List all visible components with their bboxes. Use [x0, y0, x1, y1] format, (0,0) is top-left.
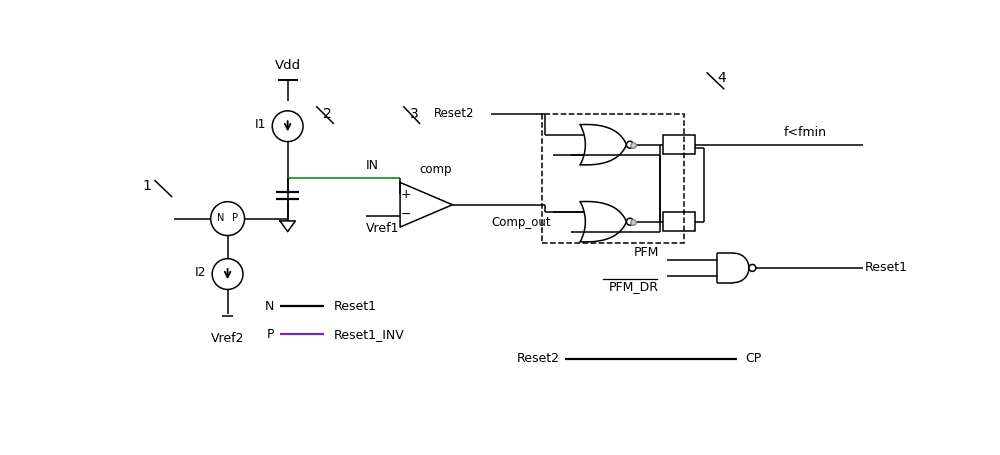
Text: I1: I1	[255, 118, 266, 131]
Text: N: N	[264, 300, 274, 313]
Text: comp: comp	[419, 163, 452, 176]
Text: Reset1: Reset1	[334, 300, 377, 313]
Text: Vref2: Vref2	[211, 332, 244, 345]
Circle shape	[626, 141, 633, 148]
Text: 4: 4	[718, 71, 726, 85]
Text: Vref1: Vref1	[366, 222, 400, 235]
Circle shape	[749, 264, 756, 271]
Bar	[663, 136, 695, 154]
Text: 2: 2	[323, 107, 332, 121]
Text: 3: 3	[410, 107, 418, 121]
Text: Reset2: Reset2	[434, 107, 474, 121]
Text: P: P	[266, 328, 274, 341]
Text: f<fmin: f<fmin	[784, 126, 827, 138]
Text: I2: I2	[195, 266, 206, 279]
Text: PFM_DR: PFM_DR	[609, 280, 659, 293]
Circle shape	[626, 218, 633, 225]
Circle shape	[272, 111, 303, 142]
Bar	[542, 114, 684, 243]
Text: 1: 1	[142, 178, 151, 192]
Text: +: +	[400, 188, 411, 202]
Text: PFM: PFM	[633, 246, 659, 259]
Text: −: −	[400, 208, 411, 221]
Circle shape	[212, 258, 243, 289]
Text: CP: CP	[745, 352, 761, 365]
Circle shape	[211, 202, 245, 236]
Text: Vdd: Vdd	[275, 59, 301, 72]
Bar	[663, 212, 695, 231]
Text: IN: IN	[366, 159, 379, 172]
Text: Reset1_INV: Reset1_INV	[334, 328, 405, 341]
Text: Reset2: Reset2	[517, 352, 560, 365]
Text: N: N	[217, 213, 224, 223]
Text: Reset1: Reset1	[865, 261, 908, 274]
Text: Comp_out: Comp_out	[491, 216, 551, 228]
Text: P: P	[232, 213, 238, 223]
